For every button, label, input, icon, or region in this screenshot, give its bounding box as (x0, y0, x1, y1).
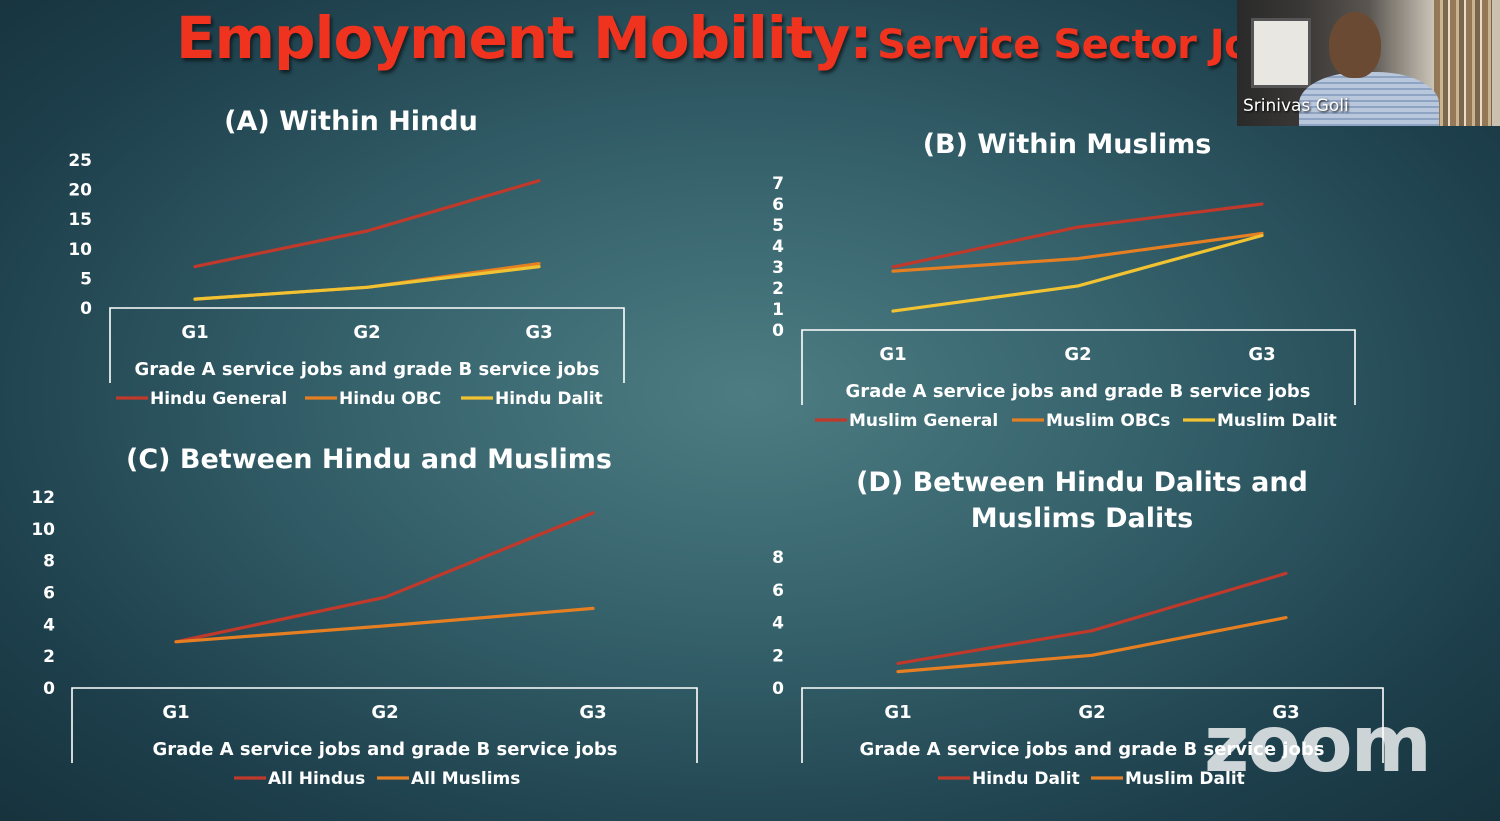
chart-a-ytick-label: 10 (68, 240, 92, 260)
chart-c-series-line-2 (174, 606, 595, 644)
chart-d-category-label: G1 (884, 702, 911, 723)
chart-c-title: (C) Between Hindu and Muslims (126, 444, 612, 475)
chart-a-legend-label-3: Hindu Dalit (495, 389, 603, 409)
chart-a-series-line-3 (193, 265, 541, 301)
chart-b-category-label: G1 (879, 344, 906, 365)
chart-d-ytick-label: 4 (772, 614, 784, 634)
slide-title: Employment Mobility: Service Sector Jobs (176, 4, 1303, 72)
chart-b-series-line-1 (891, 202, 1264, 269)
chart-b-ytick-label: 7 (772, 174, 784, 194)
participant-head (1329, 12, 1381, 78)
chart-d-ytick-label: 0 (772, 679, 784, 699)
chart-a-xlabel: Grade A service jobs and grade B service… (135, 359, 600, 380)
chart-d-category-label: G2 (1078, 702, 1105, 723)
chart-d-xlabel: Grade A service jobs and grade B service… (860, 739, 1325, 760)
chart-a-ytick-label: 15 (68, 210, 92, 230)
video-background-bookshelf (1434, 0, 1492, 126)
chart-b-ytick-label: 4 (772, 237, 784, 257)
chart-d-title-line-2: Muslims Dalits (971, 503, 1193, 534)
participant-video[interactable]: Srinivas Goli (1237, 0, 1500, 126)
zoom-watermark: zoom (1204, 700, 1432, 790)
chart-b-category-label: G3 (1248, 344, 1275, 365)
chart-c-category-axis-box (71, 687, 698, 763)
participant-body (1299, 72, 1439, 126)
chart-c-ytick-label: 8 (43, 552, 55, 572)
chart-d-series-line-1 (896, 571, 1288, 666)
chart-b-series-line-3 (891, 233, 1264, 313)
chart-c-ytick-label: 12 (31, 488, 55, 508)
chart-b-title: (B) Within Muslims (923, 129, 1212, 160)
chart-a-series-line-1 (193, 179, 541, 269)
chart-c-category-label: G2 (371, 702, 398, 723)
chart-a-category-label: G2 (353, 322, 380, 343)
chart-a-title: (A) Within Hindu (224, 106, 478, 137)
chart-d-title-line-1: (D) Between Hindu Dalits and (856, 467, 1308, 498)
chart-c-category-label: G3 (579, 702, 606, 723)
chart-d-category-label: G3 (1272, 702, 1299, 723)
chart-a-category-label: G1 (181, 322, 208, 343)
chart-c-ytick-label: 6 (43, 584, 55, 604)
chart-c-legend-label-2: All Muslims (411, 769, 520, 789)
chart-b-ytick-label: 6 (772, 195, 784, 215)
chart-c-ytick-label: 0 (43, 679, 55, 699)
chart-b-xlabel: Grade A service jobs and grade B service… (846, 381, 1311, 402)
chart-a-ytick-label: 0 (80, 299, 92, 319)
chart-a-category-label: G3 (525, 322, 552, 343)
chart-d-series-line-2 (896, 615, 1288, 674)
slide-title-main: Employment Mobility: (176, 4, 873, 72)
video-background-board (1251, 18, 1311, 88)
chart-a-series-line-2 (193, 262, 541, 301)
chart-d-ytick-label: 2 (772, 646, 784, 666)
chart-d-legend-label-1: Hindu Dalit (972, 769, 1080, 789)
participant-name: Srinivas Goli (1243, 96, 1349, 116)
chart-b-legend-label-2: Muslim OBCs (1046, 411, 1170, 431)
chart-c-xlabel: Grade A service jobs and grade B service… (153, 739, 618, 760)
chart-b-ytick-label: 1 (772, 300, 784, 320)
chart-a-ytick-label: 20 (68, 181, 92, 201)
chart-c-ytick-label: 2 (43, 647, 55, 667)
chart-d-category-axis-box (801, 687, 1384, 763)
chart-b-ytick-label: 5 (772, 216, 784, 236)
chart-b-ytick-label: 3 (772, 258, 784, 278)
chart-a-legend-label-1: Hindu General (150, 389, 287, 409)
chart-b-legend-label-1: Muslim General (849, 411, 998, 431)
chart-c-ytick-label: 10 (31, 520, 55, 540)
chart-d-ytick-label: 6 (772, 581, 784, 601)
chart-b-category-axis-box (801, 329, 1356, 405)
chart-a-ytick-label: 5 (80, 269, 92, 289)
chart-b-series-line-2 (891, 231, 1264, 273)
chart-c-ytick-label: 4 (43, 615, 55, 635)
slide-title-sub: Service Sector Jobs (877, 22, 1303, 68)
chart-b-category-label: G2 (1064, 344, 1091, 365)
chart-c-legend-label-1: All Hindus (268, 769, 365, 789)
chart-a-category-axis-box (109, 307, 625, 383)
chart-b-ytick-label: 2 (772, 279, 784, 299)
chart-a-legend-label-2: Hindu OBC (339, 389, 441, 409)
chart-b-legend-label-3: Muslim Dalit (1217, 411, 1337, 431)
chart-c-series-line-1 (174, 511, 595, 644)
chart-a-ytick-label: 25 (68, 151, 92, 171)
chart-b-ytick-label: 0 (772, 321, 784, 341)
chart-c-category-label: G1 (162, 702, 189, 723)
chart-d-legend-label-2: Muslim Dalit (1125, 769, 1245, 789)
chart-d-ytick-label: 8 (772, 548, 784, 568)
